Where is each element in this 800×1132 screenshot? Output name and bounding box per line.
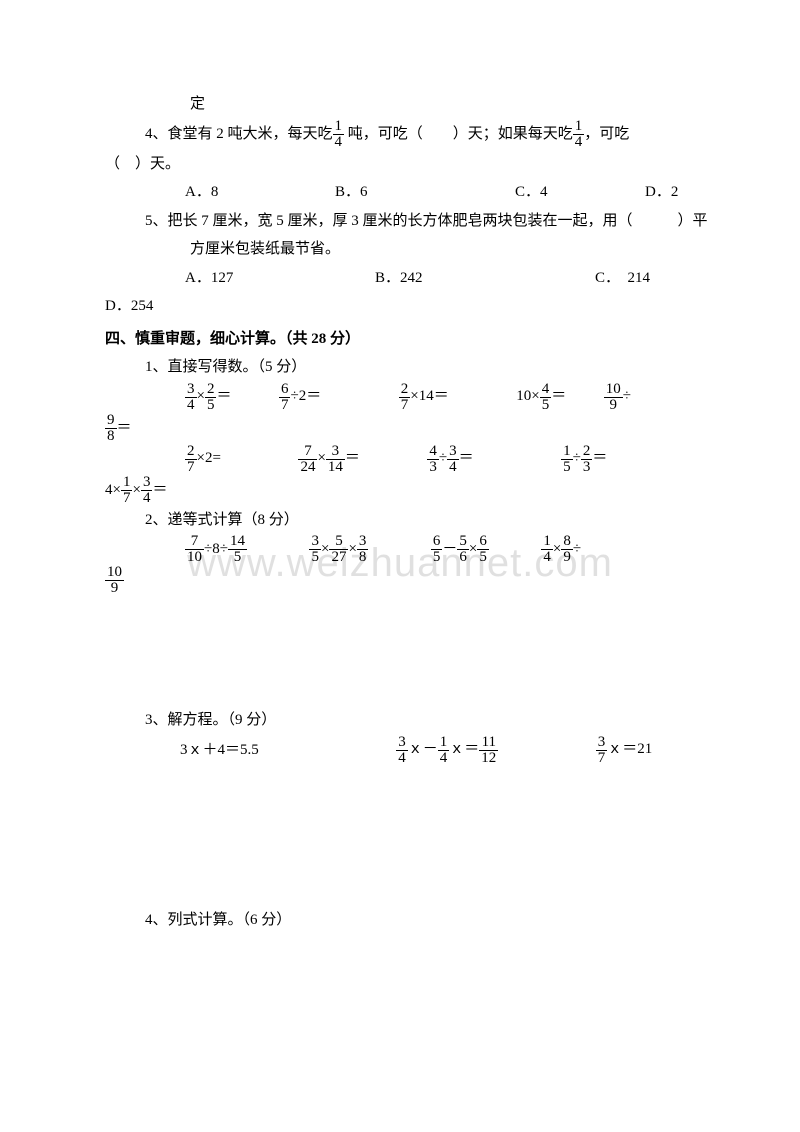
p1r2e2: 724×314＝ — [298, 450, 363, 466]
frac-n: 1 — [573, 119, 585, 134]
p3e3: 37ｘ＝21 — [596, 741, 653, 757]
p2e4: 14×89÷ — [541, 541, 581, 557]
q5-text-b: 方厘米包装纸最节省。 — [190, 241, 340, 257]
q4-num: 4、 — [145, 125, 168, 141]
q4-text-a: 食堂有 2 吨大米，每天吃 — [168, 125, 333, 141]
q4-optA: A．8 — [185, 178, 335, 207]
q5-text-a: 把长 7 厘米，宽 5 厘米，厚 3 厘米的长方体肥皂两块包装在一起，用（ ）平 — [168, 213, 708, 229]
p3e2: 34ｘ－14ｘ＝1112 — [396, 741, 502, 757]
p1-row2: 27×2= 724×314＝ 43÷34＝ 15÷23＝ — [105, 444, 695, 475]
p2-row: 710÷8÷145 35×527×38 65－56×65 14×89÷ — [105, 534, 695, 565]
p2-cont: 109 — [105, 565, 695, 596]
p1-title: 1、直接写得数。（5 分） — [105, 353, 695, 382]
q3-tail: 定 — [105, 90, 695, 119]
q4-text-b: 吨，可吃（ ）天；如果每天吃 — [344, 125, 573, 141]
p1r1e5: 109÷ — [604, 388, 631, 404]
q5-optB: B．242 — [375, 264, 595, 293]
q4-optB: B．6 — [335, 178, 515, 207]
q4-optD: D．2 — [645, 178, 678, 207]
p1r1e2: 67÷2＝ — [279, 388, 325, 404]
frac-d: 4 — [573, 134, 585, 150]
p1r2e1: 27×2= — [185, 450, 225, 466]
p3-row: 3ｘ＋4＝5.5 34ｘ－14ｘ＝1112 37ｘ＝21 — [105, 735, 695, 766]
p2e2: 35×527×38 — [309, 541, 372, 557]
q5-optD-row: D．254 — [105, 292, 695, 321]
q5-line1: 5、把长 7 厘米，宽 5 厘米，厚 3 厘米的长方体肥皂两块包装在一起，用（ … — [105, 207, 695, 236]
q4-line2: （ ）天。 — [105, 150, 695, 179]
q5-optC: C． 214 — [595, 264, 650, 293]
p2-title: 2、递等式计算（8 分） — [105, 506, 695, 535]
p1r1e1: 34×25＝ — [185, 388, 235, 404]
p2e3: 65－56×65 — [431, 541, 493, 557]
p3e1: 3ｘ＋4＝5.5 — [180, 741, 259, 757]
section4-title: 四、慎重审题，细心计算。（共 28 分） — [105, 325, 695, 354]
p1-row1-cont: 98＝ — [105, 413, 695, 444]
q4-frac1: 14 — [333, 119, 345, 150]
p1r1e4: 10×45＝ — [516, 388, 570, 404]
q3-tail-text: 定 — [190, 96, 205, 112]
p1r2e4: 15÷23＝ — [561, 450, 607, 466]
p2e1: 710÷8÷145 — [185, 541, 251, 557]
q5-num: 5、 — [145, 213, 168, 229]
q5-optA: A．127 — [185, 264, 375, 293]
p3-title: 3、解方程。（9 分） — [105, 706, 695, 735]
p1-row2-cont: 4×17×34＝ — [105, 475, 695, 506]
q4-frac2: 14 — [573, 119, 585, 150]
p1r2e3: 43÷34＝ — [427, 450, 477, 466]
p1r1e3: 27×14＝ — [399, 388, 453, 404]
q4-optC: C．4 — [515, 178, 645, 207]
q5-optD: D．254 — [105, 298, 153, 314]
q5-line2: 方厘米包装纸最节省。 — [105, 235, 695, 264]
frac-n: 1 — [333, 119, 345, 134]
q4-text-d: （ ）天。 — [105, 156, 180, 172]
q4-text-c: ，可吃 — [584, 125, 629, 141]
p1-row1: 34×25＝ 67÷2＝ 27×14＝ 10×45＝ 109÷ — [105, 382, 695, 413]
q4-options: A．8 B．6 C．4 D．2 — [105, 178, 695, 207]
q4-line1: 4、食堂有 2 吨大米，每天吃14 吨，可吃（ ）天；如果每天吃14，可吃 — [105, 119, 695, 150]
frac-d: 4 — [333, 134, 345, 150]
p4-title: 4、列式计算。（6 分） — [105, 906, 695, 935]
q5-options: A．127 B．242 C． 214 — [105, 264, 695, 293]
